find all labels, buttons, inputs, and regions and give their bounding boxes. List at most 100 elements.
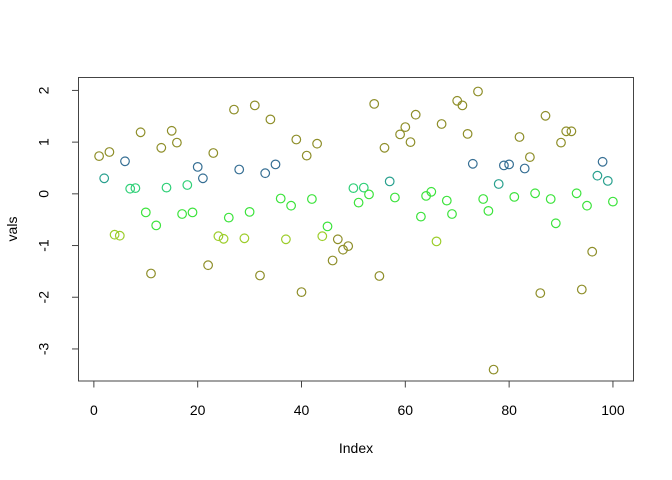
data-point bbox=[161, 182, 172, 193]
data-point bbox=[540, 110, 551, 121]
data-point bbox=[504, 159, 515, 170]
data-point bbox=[525, 152, 535, 163]
data-point bbox=[478, 194, 489, 204]
data-point bbox=[177, 209, 188, 219]
plot-box bbox=[78, 77, 634, 382]
x-axis-title: Index bbox=[339, 440, 373, 456]
data-point bbox=[353, 197, 364, 208]
y-tick-label: -2 bbox=[36, 291, 52, 304]
data-point bbox=[317, 231, 328, 242]
x-tick-label: 40 bbox=[294, 402, 310, 418]
data-point bbox=[307, 194, 317, 204]
data-point bbox=[452, 95, 463, 106]
data-point bbox=[208, 148, 219, 158]
data-point bbox=[556, 137, 566, 148]
data-point bbox=[249, 100, 260, 111]
data-point bbox=[400, 122, 411, 132]
data-point bbox=[457, 100, 468, 111]
data-point bbox=[104, 147, 115, 157]
data-point bbox=[374, 271, 385, 281]
data-point bbox=[436, 119, 447, 129]
x-tick-label: 20 bbox=[190, 402, 206, 418]
data-point bbox=[514, 132, 525, 142]
data-point bbox=[369, 98, 380, 109]
data-point bbox=[255, 270, 265, 281]
data-point bbox=[140, 207, 151, 218]
data-point bbox=[281, 234, 291, 245]
data-point bbox=[197, 173, 208, 184]
scatter-points bbox=[94, 86, 618, 375]
data-point bbox=[467, 158, 478, 169]
y-tick-label: 0 bbox=[36, 190, 52, 198]
data-point bbox=[322, 221, 333, 232]
data-point bbox=[441, 195, 452, 206]
y-axis-title: vals bbox=[4, 217, 20, 242]
data-point bbox=[384, 176, 395, 187]
data-point bbox=[358, 182, 369, 193]
data-point bbox=[135, 127, 146, 138]
data-point bbox=[395, 129, 406, 140]
data-point bbox=[519, 163, 530, 174]
y-tick-label: -3 bbox=[36, 343, 52, 356]
data-point bbox=[218, 233, 229, 244]
data-point bbox=[410, 109, 421, 120]
data-point bbox=[94, 151, 104, 162]
data-point bbox=[462, 128, 473, 139]
data-point bbox=[405, 137, 416, 148]
data-point bbox=[312, 138, 323, 149]
data-point bbox=[582, 200, 592, 211]
data-point bbox=[125, 183, 136, 194]
data-point bbox=[166, 125, 177, 136]
y-tick-label: 2 bbox=[36, 86, 52, 94]
data-point bbox=[608, 196, 618, 207]
data-point bbox=[187, 207, 198, 218]
data-point bbox=[576, 284, 587, 295]
data-point bbox=[223, 212, 234, 223]
data-point bbox=[260, 168, 271, 179]
data-point bbox=[571, 188, 582, 199]
data-point bbox=[483, 205, 494, 216]
data-point bbox=[301, 150, 312, 161]
data-point bbox=[114, 230, 125, 241]
data-point bbox=[348, 183, 359, 194]
y-tick-label: -1 bbox=[36, 239, 52, 252]
data-point bbox=[296, 287, 307, 298]
data-point bbox=[473, 86, 483, 97]
data-point bbox=[99, 173, 110, 184]
data-point bbox=[431, 236, 442, 247]
y-tick-label: 1 bbox=[36, 138, 52, 146]
x-tick-label: 100 bbox=[601, 402, 625, 418]
data-point bbox=[597, 156, 608, 167]
data-point bbox=[493, 179, 504, 189]
data-point bbox=[545, 194, 556, 204]
y-axis-ticks: 2 1 0 -1 -2 -3 bbox=[36, 86, 79, 355]
x-tick-label: 60 bbox=[398, 402, 414, 418]
data-point bbox=[343, 241, 354, 252]
data-point bbox=[535, 288, 546, 299]
data-point bbox=[270, 159, 281, 170]
data-point bbox=[213, 231, 224, 242]
data-point bbox=[447, 209, 457, 219]
data-point bbox=[332, 234, 343, 245]
data-point bbox=[291, 134, 302, 145]
data-point bbox=[587, 246, 598, 257]
data-point bbox=[244, 206, 255, 217]
data-point bbox=[156, 142, 167, 153]
data-point bbox=[286, 200, 297, 211]
x-axis-ticks: 0 20 40 60 80 100 bbox=[90, 381, 625, 418]
data-point bbox=[275, 193, 286, 204]
data-point bbox=[509, 191, 520, 202]
data-point bbox=[530, 188, 540, 199]
data-point bbox=[566, 126, 577, 137]
data-point bbox=[239, 233, 250, 244]
x-tick-label: 0 bbox=[90, 402, 98, 418]
data-point bbox=[182, 180, 193, 190]
data-point bbox=[234, 164, 245, 175]
data-point bbox=[192, 161, 203, 172]
data-point bbox=[265, 114, 276, 125]
data-point bbox=[390, 192, 400, 203]
data-point bbox=[338, 244, 348, 255]
data-point bbox=[379, 142, 390, 153]
